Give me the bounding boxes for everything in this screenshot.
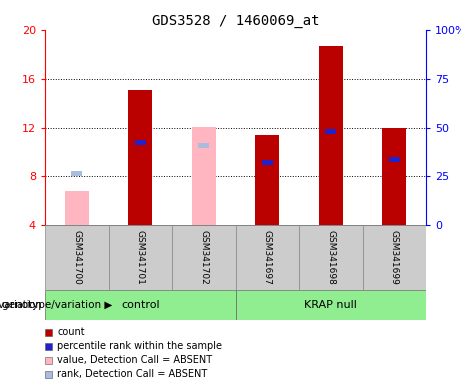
Title: GDS3528 / 1460069_at: GDS3528 / 1460069_at — [152, 13, 319, 28]
Bar — [299, 225, 362, 290]
Text: genotype/variation: genotype/variation — [0, 300, 42, 310]
Bar — [261, 161, 273, 165]
Text: control: control — [121, 300, 160, 310]
Text: GSM341700: GSM341700 — [72, 230, 81, 285]
Text: GSM341697: GSM341697 — [263, 230, 272, 285]
Bar — [236, 225, 299, 290]
Bar — [71, 171, 83, 176]
Bar — [325, 129, 337, 134]
Text: GSM341702: GSM341702 — [199, 230, 208, 285]
Bar — [198, 143, 209, 148]
Text: value, Detection Call = ABSENT: value, Detection Call = ABSENT — [57, 355, 212, 365]
Text: GSM341698: GSM341698 — [326, 230, 335, 285]
Bar — [389, 157, 400, 162]
Text: rank, Detection Call = ABSENT: rank, Detection Call = ABSENT — [57, 369, 207, 379]
Bar — [45, 356, 52, 364]
Bar — [362, 225, 426, 290]
Bar — [108, 225, 172, 290]
Text: percentile rank within the sample: percentile rank within the sample — [57, 341, 222, 351]
Bar — [172, 225, 236, 290]
Text: genotype/variation ▶: genotype/variation ▶ — [2, 300, 112, 310]
Bar — [45, 343, 52, 349]
Bar — [192, 127, 216, 225]
Text: GSM341701: GSM341701 — [136, 230, 145, 285]
Bar — [45, 225, 108, 290]
Bar — [45, 328, 52, 336]
Bar — [236, 290, 426, 320]
Text: GSM341699: GSM341699 — [390, 230, 399, 285]
Bar — [135, 140, 146, 144]
Text: count: count — [57, 327, 85, 337]
Text: KRAP null: KRAP null — [304, 300, 357, 310]
Bar — [45, 371, 52, 377]
Bar — [128, 90, 152, 225]
Bar — [255, 135, 279, 225]
Bar — [45, 290, 236, 320]
Bar — [319, 46, 343, 225]
Bar — [65, 191, 89, 225]
Bar — [382, 127, 406, 225]
